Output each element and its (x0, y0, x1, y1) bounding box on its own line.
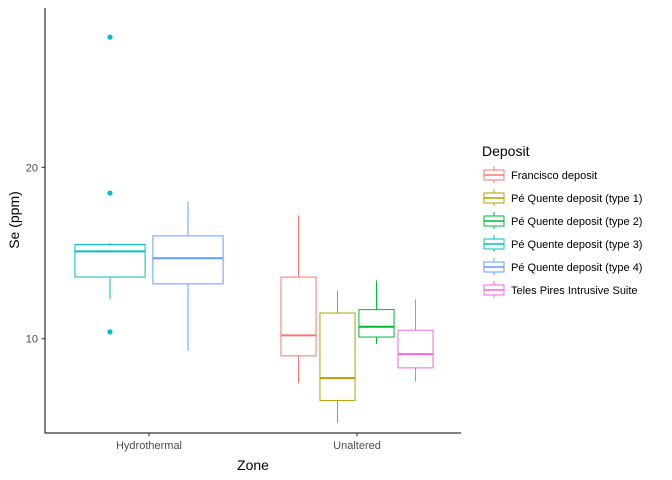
legend-item-francisco-deposit: Francisco deposit (483, 166, 597, 183)
box-pe-quente-deposit-type-3-hydrothermal (74, 34, 146, 335)
axes (44, 8, 461, 434)
box-iqr (74, 243, 146, 278)
axis-ticks: 10 20 Hydrothermal Unaltered (26, 162, 381, 452)
legend-label: Pé Quente deposit (type 4) (511, 262, 642, 274)
legend-item-pe-quente-deposit-type-2: Pé Quente deposit (type 2) (483, 212, 642, 229)
legend: Deposit Francisco deposit Pé Quente depos… (482, 143, 642, 298)
x-tick-label: Unaltered (333, 440, 381, 452)
outlier-point (107, 190, 113, 196)
box-francisco-deposit-unaltered (280, 215, 317, 384)
legend-label: Pé Quente deposit (type 1) (511, 193, 642, 205)
legend-item-pe-quente-deposit-type-1: Pé Quente deposit (type 1) (483, 189, 642, 206)
legend-label: Francisco deposit (511, 170, 597, 182)
x-axis-title: Zone (237, 457, 269, 473)
legend-item-pe-quente-deposit-type-3: Pé Quente deposit (type 3) (483, 235, 642, 252)
y-tick-label: 10 (26, 334, 38, 346)
outlier-point (107, 34, 113, 40)
legend-item-pe-quente-deposit-type-4: Pé Quente deposit (type 4) (483, 258, 642, 275)
legend-item-teles-pires-intrusive-suite: Teles Pires Intrusive Suite (483, 281, 638, 298)
legend-title: Deposit (482, 143, 530, 159)
box-teles-pires-intrusive-suite-unaltered (397, 299, 434, 382)
box-iqr (358, 309, 395, 338)
y-axis-title: Se (ppm) (6, 191, 22, 249)
y-tick-label: 20 (26, 162, 38, 174)
legend-label: Pé Quente deposit (type 2) (511, 216, 642, 228)
box-iqr (152, 235, 224, 285)
box-pe-quente-deposit-type-4-hydrothermal (152, 201, 224, 351)
box-pe-quente-deposit-type-1-unaltered (319, 290, 356, 423)
legend-label: Pé Quente deposit (type 3) (511, 239, 642, 251)
box-iqr (397, 329, 434, 369)
box-pe-quente-deposit-type-2-unaltered (358, 280, 395, 344)
plot-area (74, 34, 434, 423)
box-iqr (319, 312, 356, 401)
x-tick-label: Hydrothermal (116, 440, 182, 452)
outlier-point (107, 329, 113, 335)
box-iqr (280, 276, 317, 357)
legend-label: Teles Pires Intrusive Suite (511, 285, 638, 297)
